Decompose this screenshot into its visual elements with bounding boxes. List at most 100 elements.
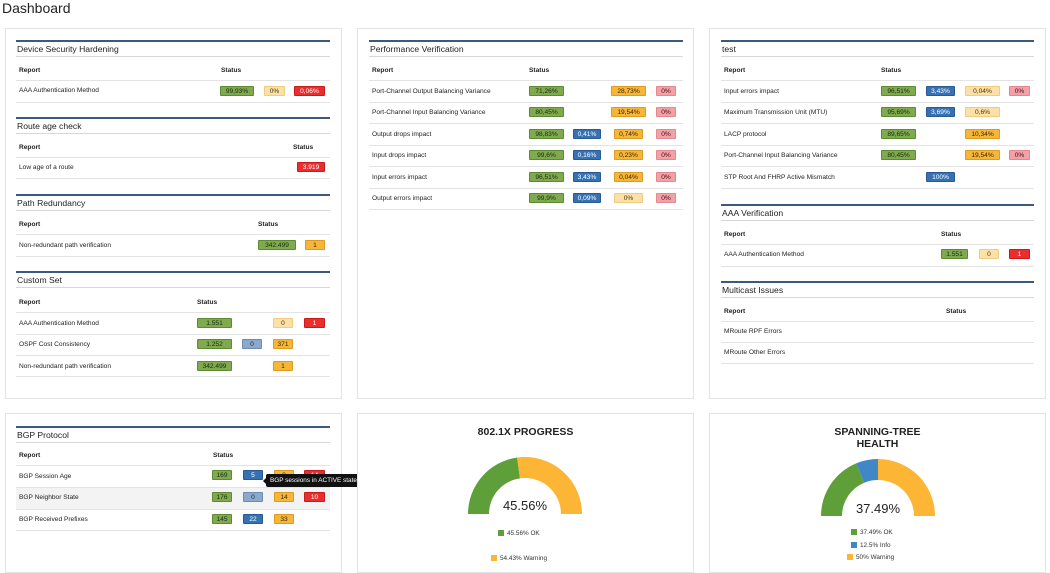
status-badge-warning[interactable]: 28,73% bbox=[611, 86, 646, 96]
status-badge-warning[interactable]: 19,54% bbox=[611, 107, 646, 117]
report-link[interactable]: AAA Authentication Method bbox=[19, 320, 99, 327]
report-link[interactable]: Input drops impact bbox=[372, 152, 427, 159]
status-badge-warning[interactable]: 1 bbox=[305, 240, 325, 250]
card-bgp-protocol: BGP Protocol Report Status BGP Session Ag… bbox=[16, 426, 330, 532]
report-link[interactable]: OSPF Cost Consistency bbox=[19, 341, 91, 348]
report-link[interactable]: Output drops impact bbox=[372, 131, 432, 138]
status-badge-info[interactable]: 0 bbox=[243, 492, 263, 502]
status-badge-error[interactable]: 0% bbox=[656, 193, 676, 203]
status-badge-info[interactable]: 5 bbox=[243, 470, 263, 480]
status-badge-error[interactable]: 0% bbox=[656, 129, 676, 139]
legend-item-ok[interactable]: 45.56% OK bbox=[498, 530, 540, 537]
report-link[interactable]: Output errors impact bbox=[372, 195, 433, 202]
report-link[interactable]: Port-Channel Input Balancing Variance bbox=[372, 109, 486, 116]
report-header: Report bbox=[19, 144, 41, 151]
report-link[interactable]: BGP Received Prefixes bbox=[19, 516, 88, 523]
status-badge-ok[interactable]: 1.551 bbox=[197, 318, 232, 328]
legend-item-warning[interactable]: 54.43% Warning bbox=[491, 555, 547, 562]
report-link[interactable]: BGP Session Age bbox=[19, 473, 72, 480]
status-badge-critical[interactable]: 0,06% bbox=[294, 86, 325, 96]
status-badge-warning[interactable]: 19,54% bbox=[965, 150, 1000, 160]
status-badge-minor[interactable]: 0 bbox=[979, 249, 999, 259]
gauge-segment-warning[interactable] bbox=[877, 459, 935, 516]
status-badge-ok[interactable]: 342.499 bbox=[258, 240, 296, 250]
status-badge-critical[interactable]: 3.919 bbox=[297, 162, 325, 172]
status-badge-warning[interactable]: 33 bbox=[274, 514, 294, 524]
status-badge-critical[interactable]: 1 bbox=[304, 318, 325, 328]
status-badge-ok[interactable]: 80,45% bbox=[881, 150, 916, 160]
status-badge-error[interactable]: 0% bbox=[1009, 150, 1030, 160]
status-badge-info[interactable]: 0,09% bbox=[573, 193, 601, 203]
status-badge-ok[interactable]: 96,51% bbox=[529, 172, 564, 182]
status-badge-info[interactable]: 3,43% bbox=[573, 172, 601, 182]
status-badge-warning[interactable]: 10,34% bbox=[965, 129, 1000, 139]
status-badge-warning[interactable]: 0,74% bbox=[614, 129, 643, 139]
status-badge-ok[interactable]: 1.551 bbox=[941, 249, 968, 259]
status-badge-ok[interactable]: 96,51% bbox=[881, 86, 916, 96]
status-badge-warning[interactable]: 0,23% bbox=[614, 150, 643, 160]
report-link[interactable]: Non-redundant path verification bbox=[19, 242, 112, 249]
report-link[interactable]: MRoute Other Errors bbox=[724, 349, 786, 356]
status-badge-error[interactable]: 0% bbox=[656, 150, 676, 160]
status-badge-critical[interactable]: 10 bbox=[304, 492, 325, 502]
status-badge-warning[interactable]: 371 bbox=[273, 339, 293, 349]
status-badge-info[interactable]: 0 bbox=[242, 339, 262, 349]
status-badge-ok[interactable]: 95,69% bbox=[881, 107, 916, 117]
status-badge-critical[interactable]: 1 bbox=[1009, 249, 1030, 259]
report-link[interactable]: Port-Channel Output Balancing Variance bbox=[372, 88, 491, 95]
status-badge-minor[interactable]: 0% bbox=[614, 193, 643, 203]
report-link[interactable]: Non-redundant path verification bbox=[19, 363, 112, 370]
status-badge-warning[interactable]: 0,04% bbox=[614, 172, 643, 182]
status-badge-error[interactable]: 0% bbox=[1009, 86, 1030, 96]
status-badge-ok[interactable]: 98,83% bbox=[529, 129, 564, 139]
status-badge-error[interactable]: 0% bbox=[656, 172, 676, 182]
status-badge-ok[interactable]: 169 bbox=[212, 470, 232, 480]
report-link[interactable]: AAA Authentication Method bbox=[724, 251, 804, 258]
status-badge-ok[interactable]: 99,9% bbox=[529, 193, 564, 203]
status-badge-ok[interactable]: 176 bbox=[212, 492, 232, 502]
status-badge-error[interactable]: 0% bbox=[656, 86, 676, 96]
status-badge-info[interactable]: 22 bbox=[243, 514, 263, 524]
status-badge-minor[interactable]: 0,6% bbox=[965, 107, 1000, 117]
status-badge-ok[interactable]: 80,45% bbox=[529, 107, 564, 117]
report-link[interactable]: LACP protocol bbox=[724, 131, 767, 138]
legend-label: 50% Warning bbox=[856, 554, 895, 561]
status-badge-ok[interactable]: 89,65% bbox=[881, 129, 916, 139]
status-badge-warning[interactable]: 1 bbox=[273, 361, 293, 371]
status-badge-minor[interactable]: 0 bbox=[273, 318, 293, 328]
report-link[interactable]: Low age of a route bbox=[19, 164, 74, 171]
status-badge-ok[interactable]: 145 bbox=[212, 514, 232, 524]
status-badge-ok[interactable]: 99,6% bbox=[529, 150, 564, 160]
status-badge-info[interactable]: 0,41% bbox=[573, 129, 601, 139]
report-link[interactable]: Input errors impact bbox=[724, 88, 779, 95]
legend-item-warning[interactable]: 50% Warning bbox=[847, 554, 894, 561]
gauge-segment-ok[interactable] bbox=[468, 457, 520, 514]
status-badge-minor[interactable]: 0,04% bbox=[965, 86, 1000, 96]
legend-swatch bbox=[498, 530, 504, 536]
status-badge-error[interactable]: 0% bbox=[656, 107, 676, 117]
status-badge-ok[interactable]: 71,26% bbox=[529, 86, 564, 96]
status-badge-info[interactable]: 0,16% bbox=[573, 150, 601, 160]
report-link[interactable]: Port-Channel Input Balancing Variance bbox=[724, 152, 838, 159]
gauge-segment-info[interactable] bbox=[856, 459, 878, 483]
gauge-value: 37.49% bbox=[855, 501, 901, 516]
status-badge-ok[interactable]: 1.252 bbox=[197, 339, 232, 349]
status-badge-info[interactable]: 3,69% bbox=[926, 107, 955, 117]
gauge-segment-warning[interactable] bbox=[517, 457, 582, 514]
report-link[interactable]: Input errors impact bbox=[372, 174, 427, 181]
report-link[interactable]: STP Root And FHRP Active Mismatch bbox=[724, 174, 835, 181]
gauge-segment-ok[interactable] bbox=[821, 463, 865, 516]
status-header: Status bbox=[197, 299, 218, 306]
legend-item-info[interactable]: 12.5% Info bbox=[851, 542, 891, 549]
report-link[interactable]: MRoute RPF Errors bbox=[724, 328, 782, 335]
report-link[interactable]: BGP Neighbor State bbox=[19, 494, 79, 501]
report-link[interactable]: AAA Authentication Method bbox=[19, 87, 99, 94]
status-badge-info[interactable]: 3,43% bbox=[926, 86, 955, 96]
status-badge-minor[interactable]: 0% bbox=[264, 86, 285, 96]
report-link[interactable]: Maximum Transmission Unit (MTU) bbox=[724, 109, 828, 116]
status-badge-info[interactable]: 100% bbox=[926, 172, 955, 182]
status-badge-ok[interactable]: 342.499 bbox=[197, 361, 232, 371]
status-badge-warning[interactable]: 14 bbox=[274, 492, 294, 502]
legend-item-ok[interactable]: 37.49% OK bbox=[851, 529, 893, 536]
status-badge-ok[interactable]: 99,93% bbox=[220, 86, 254, 96]
